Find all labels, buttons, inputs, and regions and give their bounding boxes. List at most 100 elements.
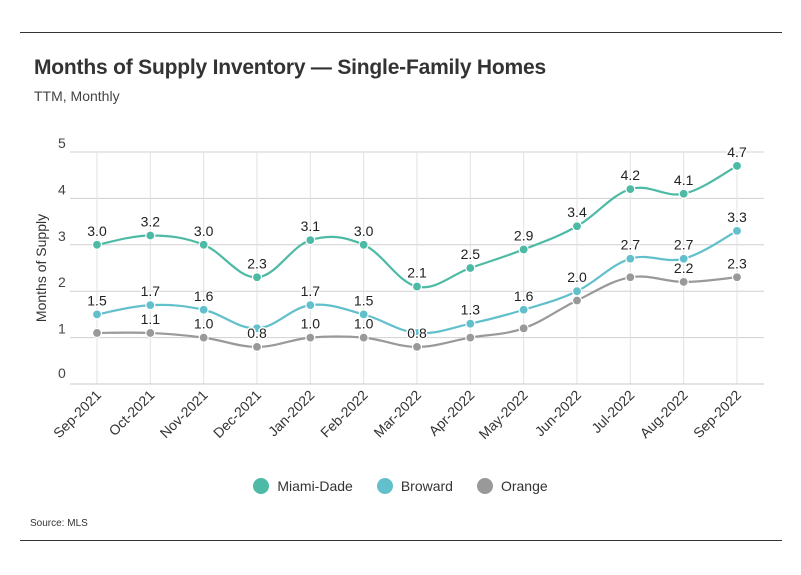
x-tick-label: May-2022	[475, 387, 530, 442]
x-tick-label: Jul-2022	[588, 387, 637, 436]
data-label-orange: 2.2	[674, 260, 694, 276]
legend-label-broward: Broward	[400, 478, 453, 494]
y-tick-label: 0	[58, 365, 66, 381]
data-label-broward: 1.7	[141, 283, 161, 299]
data-label-broward: 1.5	[354, 292, 374, 308]
data-label-orange: 1.0	[301, 316, 321, 332]
data-point-broward	[625, 253, 636, 264]
data-point-miami-dade	[411, 281, 423, 292]
legend-item-orange[interactable]: Orange	[476, 478, 548, 494]
data-point-orange	[198, 332, 209, 343]
data-label-miami-dade: 3.0	[194, 223, 214, 239]
data-label-miami-dade: 2.1	[407, 265, 427, 281]
data-point-miami-dade	[305, 235, 316, 246]
data-point-miami-dade	[358, 239, 369, 250]
x-tick-label: Jan-2022	[265, 387, 318, 440]
data-point-orange	[411, 341, 423, 352]
data-point-broward	[305, 300, 316, 311]
data-point-miami-dade	[198, 239, 209, 250]
data-label-orange: 0.8	[247, 325, 267, 341]
x-tick-label: Sep-2022	[690, 387, 744, 441]
data-label-broward: 1.6	[194, 288, 214, 304]
data-point-miami-dade	[571, 221, 583, 232]
data-point-orange	[251, 341, 263, 352]
y-axis-label: Months of Supply	[33, 214, 49, 322]
data-point-miami-dade	[731, 160, 743, 172]
data-point-miami-dade	[465, 262, 476, 274]
data-label-orange: 1.0	[354, 316, 374, 332]
x-tick-label: Apr-2022	[425, 387, 477, 439]
data-label-miami-dade: 2.3	[247, 255, 267, 271]
x-tick-label: Jun-2022	[532, 387, 585, 440]
data-label-miami-dade: 4.1	[674, 172, 694, 188]
data-point-orange	[465, 332, 476, 343]
legend-item-broward[interactable]: Broward	[376, 478, 453, 494]
chart-title: Months of Supply Inventory — Single-Fami…	[34, 56, 546, 79]
bottom-rule	[20, 540, 782, 541]
legend-label-miami-dade: Miami-Dade	[277, 478, 353, 494]
legend-swatch-orange	[476, 478, 493, 494]
x-tick-label: Oct-2021	[105, 387, 157, 439]
line-chart: 0 1 2 3 4 5 Months of Supply Sep-2021 Oct-2021 No…	[33, 135, 764, 442]
data-point-miami-dade	[678, 188, 689, 199]
data-point-broward	[358, 309, 369, 320]
top-rule	[20, 32, 782, 33]
x-tick-label: Dec-2021	[210, 387, 264, 441]
legend-swatch-miami-dade	[253, 478, 270, 494]
data-label-orange: 1.1	[141, 311, 161, 327]
data-label-broward: 1.3	[461, 302, 481, 318]
data-label-miami-dade: 4.2	[621, 167, 641, 183]
data-point-orange	[358, 332, 369, 343]
data-point-broward	[251, 323, 263, 334]
data-point-orange	[678, 276, 689, 288]
data-point-broward	[145, 300, 156, 311]
data-label-miami-dade: 4.7	[727, 144, 747, 160]
data-label-broward: 2.0	[567, 269, 587, 285]
x-tick-label: Feb-2022	[317, 387, 371, 441]
y-tick-label: 5	[58, 135, 66, 151]
x-tick-label: Sep-2021	[50, 387, 104, 441]
y-tick-label: 1	[58, 321, 66, 337]
data-label-miami-dade: 2.5	[461, 246, 481, 262]
data-label-orange: 0.8	[407, 325, 427, 341]
legend-item-miami-dade[interactable]: Miami-Dade	[253, 478, 353, 494]
data-point-orange	[731, 272, 743, 283]
x-tick-label: Mar-2022	[370, 387, 424, 441]
y-tick-label: 3	[58, 228, 66, 244]
data-label-orange: 1.0	[194, 316, 214, 332]
data-label-orange: 2.3	[727, 255, 747, 271]
data-label-broward: 2.7	[674, 237, 694, 253]
data-label-miami-dade: 3.1	[301, 218, 321, 234]
legend-label-orange: Orange	[500, 478, 548, 494]
chart-subtitle: TTM, Monthly	[34, 88, 120, 104]
data-label-miami-dade: 3.2	[141, 214, 161, 230]
data-point-miami-dade	[625, 184, 636, 195]
data-point-miami-dade	[145, 230, 156, 241]
data-point-orange	[305, 332, 316, 343]
data-point-broward	[91, 309, 103, 320]
data-label-miami-dade: 3.4	[567, 204, 587, 220]
legend-swatch-broward	[376, 478, 393, 494]
data-label-broward: 1.5	[87, 292, 107, 308]
y-tick-label: 4	[58, 181, 66, 197]
y-tick-label: 2	[58, 274, 66, 290]
data-point-miami-dade	[251, 272, 263, 283]
legend: Miami-Dade Broward Orange	[0, 478, 801, 494]
data-point-broward	[411, 327, 423, 339]
data-point-miami-dade	[91, 239, 103, 250]
data-label-miami-dade: 3.0	[87, 223, 107, 239]
data-point-orange	[91, 327, 103, 339]
data-point-orange	[625, 272, 636, 283]
source-note: Source: MLS	[30, 518, 88, 529]
data-point-orange	[571, 295, 583, 306]
data-label-broward: 2.7	[621, 237, 641, 253]
data-label-miami-dade: 2.9	[514, 227, 534, 243]
data-point-orange	[145, 327, 156, 339]
data-label-broward: 1.7	[301, 283, 321, 299]
data-point-miami-dade	[518, 244, 529, 255]
x-tick-label: Aug-2022	[637, 387, 691, 441]
data-point-broward	[198, 304, 209, 315]
data-point-broward	[731, 225, 743, 236]
x-tick-label: Nov-2021	[157, 387, 211, 441]
data-point-broward	[571, 286, 583, 297]
